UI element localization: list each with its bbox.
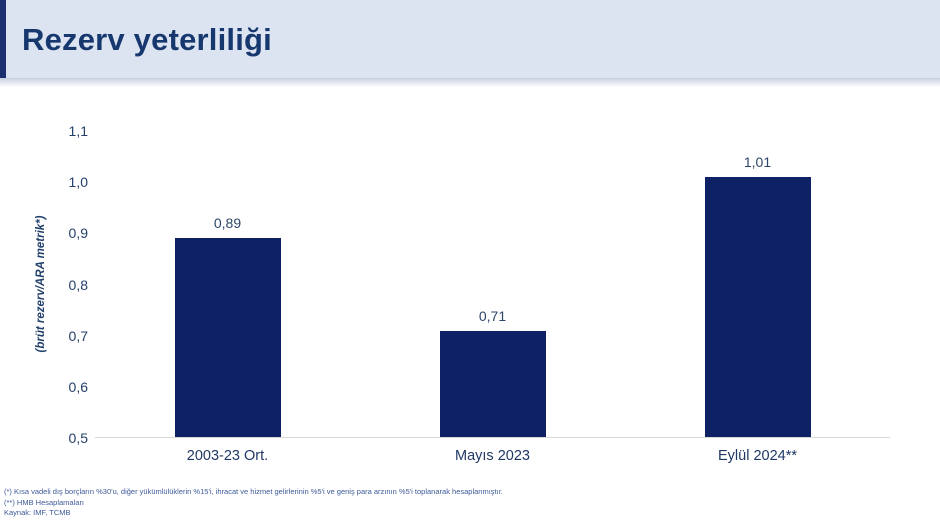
y-tick-label: 0,5 (68, 430, 88, 446)
x-category-label: 2003-23 Ort. (186, 448, 269, 464)
bar-value-label: 0,71 (478, 307, 507, 324)
y-tick-label: 0,9 (68, 225, 88, 242)
bar-value-label: 1,01 (743, 154, 772, 171)
y-tick-label: 1,1 (68, 123, 88, 139)
page-title: Rezerv yeterliliği (22, 22, 272, 57)
bar (704, 177, 811, 437)
y-tick-label: 0,6 (68, 378, 88, 395)
y-tick-label: 1,0 (68, 174, 88, 191)
x-axis-line (95, 437, 890, 438)
footnote-line-3: Kaynak: IMF, TCMB (4, 508, 71, 517)
footnotes: (*) Kısa vadeli dış borçların %30'u, diğ… (4, 487, 503, 519)
slide-header: Rezerv yeterliliği (0, 0, 940, 87)
footnote-line-1: (*) Kısa vadeli dış borçların %30'u, diğ… (4, 487, 503, 496)
x-category-label: Mayıs 2023 (455, 448, 530, 464)
y-tick-label: 0,8 (68, 276, 88, 293)
y-tick-label: 0,7 (68, 327, 88, 344)
bar-value-label: 0,89 (213, 215, 242, 232)
bar (174, 238, 281, 437)
footnote-line-2: (**) HMB Hesaplamaları (4, 497, 85, 507)
bar (439, 330, 546, 437)
x-category-label: Eylül 2024** (718, 448, 797, 464)
